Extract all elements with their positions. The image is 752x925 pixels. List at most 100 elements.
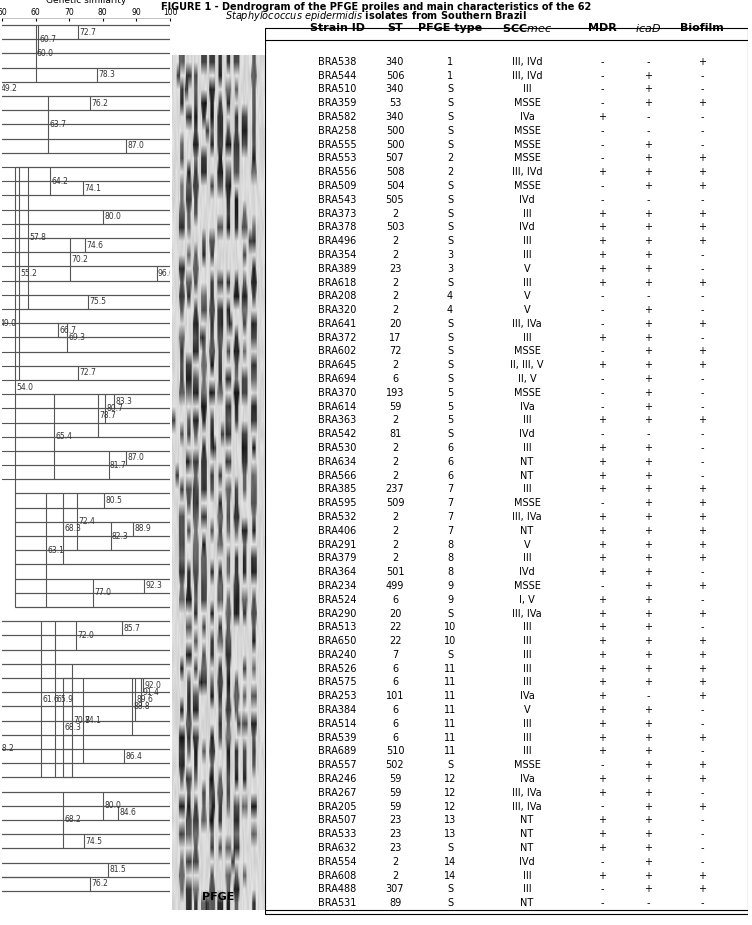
Text: +: +: [598, 539, 606, 549]
Text: 63.1: 63.1: [47, 546, 64, 555]
Text: MSSE: MSSE: [514, 98, 541, 108]
Text: +: +: [644, 746, 652, 757]
Text: +: +: [644, 401, 652, 412]
Text: +: +: [644, 250, 652, 260]
Text: 49.2: 49.2: [1, 84, 17, 93]
Text: +: +: [644, 719, 652, 729]
Text: 68.2: 68.2: [65, 816, 81, 824]
Text: BRA689: BRA689: [318, 746, 356, 757]
Text: +: +: [598, 553, 606, 563]
Text: 340: 340: [386, 84, 404, 94]
Text: III, IVa: III, IVa: [512, 788, 541, 797]
Text: 7: 7: [447, 499, 453, 508]
Text: +: +: [698, 609, 706, 619]
Text: +: +: [644, 677, 652, 687]
Text: III: III: [523, 884, 532, 894]
Text: IVd: IVd: [519, 567, 535, 577]
Text: -: -: [700, 471, 704, 481]
Text: 66.7: 66.7: [59, 326, 77, 335]
Text: 60.0: 60.0: [37, 49, 54, 58]
Text: +: +: [644, 167, 652, 178]
Text: -: -: [700, 264, 704, 274]
Text: +: +: [698, 663, 706, 673]
Text: 23: 23: [389, 829, 401, 839]
Text: BRA555: BRA555: [317, 140, 356, 150]
Text: 10: 10: [444, 623, 456, 633]
Text: +: +: [598, 457, 606, 467]
Text: -: -: [600, 291, 604, 302]
Text: 20: 20: [389, 609, 401, 619]
Text: +: +: [644, 843, 652, 853]
Text: -: -: [600, 347, 604, 356]
Text: 81.7: 81.7: [110, 461, 126, 470]
Text: III: III: [523, 209, 532, 218]
Text: +: +: [598, 264, 606, 274]
Text: 11: 11: [444, 746, 456, 757]
Text: 80.7: 80.7: [107, 404, 123, 413]
Text: IVa: IVa: [520, 774, 535, 784]
Text: +: +: [644, 98, 652, 108]
Text: 12: 12: [444, 802, 456, 811]
Text: 2: 2: [392, 415, 398, 426]
Text: +: +: [698, 499, 706, 508]
Text: +: +: [644, 70, 652, 80]
Text: MSSE: MSSE: [514, 140, 541, 150]
Text: S: S: [447, 884, 453, 894]
Text: +: +: [698, 415, 706, 426]
Text: -: -: [646, 429, 650, 439]
Text: -: -: [600, 374, 604, 384]
Text: III: III: [523, 278, 532, 288]
Text: 7: 7: [447, 525, 453, 536]
Text: +: +: [698, 539, 706, 549]
Text: $\mathit{icaD}$: $\mathit{icaD}$: [635, 22, 661, 34]
Text: -: -: [700, 788, 704, 797]
Text: S: S: [447, 278, 453, 288]
Text: +: +: [644, 650, 652, 660]
Text: -: -: [700, 746, 704, 757]
Text: 87.0: 87.0: [128, 142, 144, 150]
Text: IVd: IVd: [519, 222, 535, 232]
Text: BRA488: BRA488: [318, 884, 356, 894]
Text: +: +: [644, 209, 652, 218]
Text: 49.0: 49.0: [0, 318, 17, 327]
Text: -: -: [600, 98, 604, 108]
Text: -: -: [700, 843, 704, 853]
Text: NT: NT: [520, 457, 534, 467]
Text: 1: 1: [447, 57, 453, 67]
Text: 5: 5: [447, 415, 453, 426]
Text: MSSE: MSSE: [514, 760, 541, 771]
Text: +: +: [598, 595, 606, 605]
Text: MSSE: MSSE: [514, 347, 541, 356]
Text: S: S: [447, 98, 453, 108]
Text: S: S: [447, 84, 453, 94]
Text: 60.7: 60.7: [39, 35, 56, 43]
Text: +: +: [644, 319, 652, 329]
Text: -: -: [600, 319, 604, 329]
Text: +: +: [598, 360, 606, 370]
Text: BRA531: BRA531: [318, 898, 356, 908]
Text: +: +: [698, 691, 706, 701]
Text: +: +: [598, 209, 606, 218]
Text: MDR: MDR: [587, 23, 617, 33]
Text: 5: 5: [447, 388, 453, 398]
Text: +: +: [598, 650, 606, 660]
Text: -: -: [700, 140, 704, 150]
Text: +: +: [644, 539, 652, 549]
Text: BRA524: BRA524: [318, 595, 356, 605]
Text: +: +: [644, 525, 652, 536]
Text: 65.4: 65.4: [55, 432, 72, 441]
Text: +: +: [644, 567, 652, 577]
Text: 507: 507: [386, 154, 405, 164]
Text: +: +: [644, 581, 652, 591]
Text: +: +: [644, 84, 652, 94]
Text: +: +: [598, 733, 606, 743]
Text: 48.2: 48.2: [0, 745, 14, 754]
Text: BRA632: BRA632: [318, 843, 356, 853]
Text: +: +: [598, 112, 606, 122]
Text: 81: 81: [389, 429, 401, 439]
Text: 80.0: 80.0: [104, 801, 121, 810]
Text: BRA539: BRA539: [318, 733, 356, 743]
Text: +: +: [644, 512, 652, 522]
Text: 70.8: 70.8: [73, 716, 90, 725]
Text: S: S: [447, 112, 453, 122]
